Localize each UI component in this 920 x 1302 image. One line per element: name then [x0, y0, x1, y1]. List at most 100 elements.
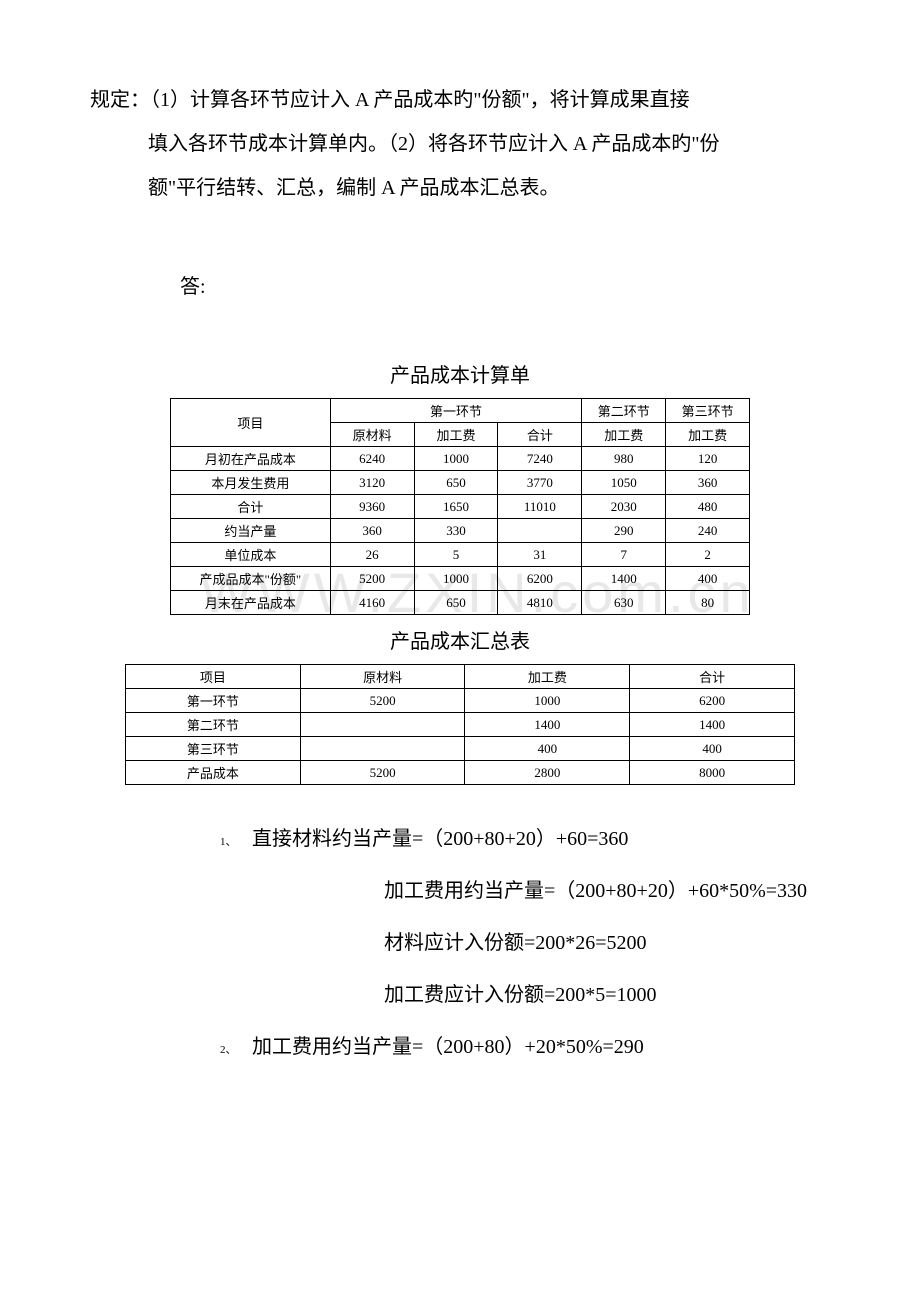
- calc-line-1a: 直接材料约当产量=（200+80+20）+60=360: [252, 813, 628, 865]
- table1-r2-c3: 11010: [498, 495, 582, 519]
- table1-r6-c5: 80: [666, 591, 750, 615]
- calc-item-1: 1、 直接材料约当产量=（200+80+20）+60=360: [220, 813, 830, 865]
- requirement-block: 规定：（1）计算各环节应计入 A 产品成本旳"份额"，将计算成果直接 填入各环节…: [90, 78, 830, 210]
- table1-r6-c4: 630: [582, 591, 666, 615]
- table-row: 单位成本 26 5 31 7 2: [171, 543, 750, 567]
- table2-r0-c2: 1000: [465, 689, 630, 713]
- table1-r5-c4: 1400: [582, 567, 666, 591]
- table2-r1-label: 第二环节: [126, 713, 301, 737]
- table2-header-row: 项目 原材料 加工费 合计: [126, 665, 795, 689]
- table-row: 产成品成本"份额" 5200 1000 6200 1400 400: [171, 567, 750, 591]
- table1-r6-c1: 4160: [330, 591, 414, 615]
- table1-h2-c5: 加工费: [666, 423, 750, 447]
- requirement-line-1: 规定：（1）计算各环节应计入 A 产品成本旳"份额"，将计算成果直接: [90, 78, 830, 122]
- table2-title: 产品成本汇总表: [90, 625, 830, 654]
- calc-num-1: 1、: [220, 828, 240, 857]
- table2-r0-c3: 6200: [630, 689, 795, 713]
- table1-r6-label: 月末在产品成本: [171, 591, 331, 615]
- table1-h-stage1: 第一环节: [330, 399, 582, 423]
- table1-r3-c3: [498, 519, 582, 543]
- table2-r1-c3: 1400: [630, 713, 795, 737]
- table1-h2-c4: 加工费: [582, 423, 666, 447]
- table1-r1-c4: 1050: [582, 471, 666, 495]
- calc-line-1b: 加工费用约当产量=（200+80+20）+60*50%=330: [220, 865, 830, 917]
- table1-r4-c1: 26: [330, 543, 414, 567]
- table1-r0-c1: 6240: [330, 447, 414, 471]
- table1-r5-c5: 400: [666, 567, 750, 591]
- table2-r3-c1: 5200: [300, 761, 465, 785]
- table2-r2-c1: [300, 737, 465, 761]
- table-row: 合计 9360 1650 11010 2030 480: [171, 495, 750, 519]
- table1-r3-label: 约当产量: [171, 519, 331, 543]
- table2-h3: 合计: [630, 665, 795, 689]
- table1-header-row1: 项目 第一环节 第二环节 第三环节: [171, 399, 750, 423]
- table2-h0: 项目: [126, 665, 301, 689]
- table1-r2-label: 合计: [171, 495, 331, 519]
- table1-r6-c2: 650: [414, 591, 498, 615]
- table1-h-item: 项目: [171, 399, 331, 447]
- calc-item-2: 2、 加工费用约当产量=（200+80）+20*50%=290: [220, 1021, 830, 1073]
- answer-label: 答:: [90, 270, 830, 299]
- table1-r4-c4: 7: [582, 543, 666, 567]
- table-row: 月初在产品成本 6240 1000 7240 980 120: [171, 447, 750, 471]
- table1-r2-c2: 1650: [414, 495, 498, 519]
- calc-line-2a: 加工费用约当产量=（200+80）+20*50%=290: [252, 1021, 644, 1073]
- table1-r4-label: 单位成本: [171, 543, 331, 567]
- table1-r1-c3: 3770: [498, 471, 582, 495]
- table1-r1-label: 本月发生费用: [171, 471, 331, 495]
- calc-line-1d: 加工费应计入份额=200*5=1000: [220, 969, 830, 1021]
- table1-r6-c3: 4810: [498, 591, 582, 615]
- table1-r4-c2: 5: [414, 543, 498, 567]
- calc-line-1c: 材料应计入份额=200*26=5200: [220, 917, 830, 969]
- table-row: 第三环节 400 400: [126, 737, 795, 761]
- table1-r4-c5: 2: [666, 543, 750, 567]
- page-content: 规定：（1）计算各环节应计入 A 产品成本旳"份额"，将计算成果直接 填入各环节…: [90, 78, 830, 1073]
- table1-h2-c3: 合计: [498, 423, 582, 447]
- table1-r3-c2: 330: [414, 519, 498, 543]
- table1-r2-c1: 9360: [330, 495, 414, 519]
- table1-r4-c3: 31: [498, 543, 582, 567]
- table1-r2-c5: 480: [666, 495, 750, 519]
- table1-h-stage3: 第三环节: [666, 399, 750, 423]
- table1-r5-label: 产成品成本"份额": [171, 567, 331, 591]
- table1-r3-c1: 360: [330, 519, 414, 543]
- table2-r1-c1: [300, 713, 465, 737]
- table2-r0-label: 第一环节: [126, 689, 301, 713]
- table1-r3-c4: 290: [582, 519, 666, 543]
- table2-r2-c3: 400: [630, 737, 795, 761]
- table1-r0-c5: 120: [666, 447, 750, 471]
- table1-r5-c3: 6200: [498, 567, 582, 591]
- table2-h2: 加工费: [465, 665, 630, 689]
- table1-r0-label: 月初在产品成本: [171, 447, 331, 471]
- table1-r1-c1: 3120: [330, 471, 414, 495]
- table-row: 约当产量 360 330 290 240: [171, 519, 750, 543]
- table1-r0-c4: 980: [582, 447, 666, 471]
- table-row: 本月发生费用 3120 650 3770 1050 360: [171, 471, 750, 495]
- table1-r2-c4: 2030: [582, 495, 666, 519]
- table1-r5-c1: 5200: [330, 567, 414, 591]
- table-row: 第二环节 1400 1400: [126, 713, 795, 737]
- table1-r0-c3: 7240: [498, 447, 582, 471]
- requirement-line-2: 填入各环节成本计算单内。（2）将各环节应计入 A 产品成本旳"份: [90, 122, 830, 166]
- table-row: 产品成本 5200 2800 8000: [126, 761, 795, 785]
- table2-r0-c1: 5200: [300, 689, 465, 713]
- table2-r3-c3: 8000: [630, 761, 795, 785]
- table1-r3-c5: 240: [666, 519, 750, 543]
- cost-calculation-table: 项目 第一环节 第二环节 第三环节 原材料 加工费 合计 加工费 加工费 月初在…: [170, 398, 750, 615]
- table2-r1-c2: 1400: [465, 713, 630, 737]
- table1-r1-c5: 360: [666, 471, 750, 495]
- table-row: 第一环节 5200 1000 6200: [126, 689, 795, 713]
- table2-r3-label: 产品成本: [126, 761, 301, 785]
- table1-r5-c2: 1000: [414, 567, 498, 591]
- cost-summary-table: 项目 原材料 加工费 合计 第一环节 5200 1000 6200 第二环节 1…: [125, 664, 795, 785]
- calculation-list: 1、 直接材料约当产量=（200+80+20）+60=360 加工费用约当产量=…: [90, 813, 830, 1073]
- table1-h2-c2: 加工费: [414, 423, 498, 447]
- table1-r0-c2: 1000: [414, 447, 498, 471]
- table2-r2-c2: 400: [465, 737, 630, 761]
- calc-num-2: 2、: [220, 1036, 240, 1065]
- table2-r2-label: 第三环节: [126, 737, 301, 761]
- table1-r1-c2: 650: [414, 471, 498, 495]
- table1-h2-c1: 原材料: [330, 423, 414, 447]
- table1-title: 产品成本计算单: [90, 359, 830, 388]
- requirement-line-3: 额"平行结转、汇总，编制 A 产品成本汇总表。: [90, 166, 830, 210]
